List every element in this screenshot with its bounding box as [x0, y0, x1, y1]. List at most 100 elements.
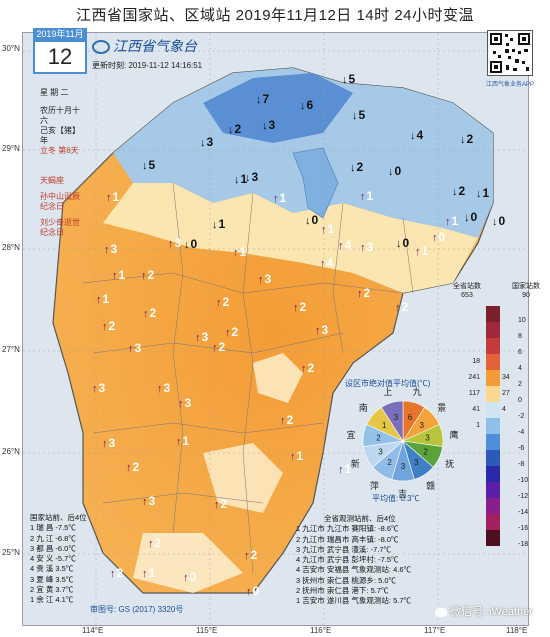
province-map	[23, 33, 528, 625]
legend-level: -18	[518, 541, 529, 548]
arrow-up-icon: ↑	[178, 398, 184, 410]
station-value-text: 3	[110, 242, 118, 256]
station-value: ↑1	[233, 245, 246, 259]
arrow-down-icon: ↓	[410, 130, 416, 142]
station-value: ↑1	[106, 190, 119, 204]
pie-city-label: 南	[358, 402, 368, 413]
station-value: ↓6	[300, 98, 313, 112]
pie-city-label: 新	[350, 458, 360, 469]
legend-level: 2	[518, 381, 522, 388]
station-value: ↓2	[350, 160, 363, 174]
station-value: ↑3	[178, 396, 191, 410]
ranking-row: 1 余 江 4.1℃	[30, 595, 74, 605]
station-value: ↑4	[320, 256, 333, 270]
pie-value: 3	[414, 458, 419, 467]
legend-level: 4	[518, 365, 522, 372]
arrow-down-icon: ↓	[452, 186, 458, 198]
station-value: ↑2	[301, 361, 314, 375]
station-value: ↑2	[141, 268, 154, 282]
station-value-text: 3	[321, 323, 329, 337]
arrow-up-icon: ↑	[142, 496, 148, 508]
ranking-row: 1 瑞 昌 -7.5℃	[30, 523, 76, 533]
legend-swatch	[486, 370, 500, 386]
arrow-down-icon: ↓	[212, 219, 218, 231]
arrow-down-icon: ↓	[262, 120, 268, 132]
station-value-text: 2	[250, 548, 258, 562]
station-value: ↑2	[110, 566, 123, 580]
station-value-text: 3	[98, 381, 106, 395]
calendar-event-2: 孙中山诞辰纪念日	[40, 192, 80, 211]
station-value-text: 1	[366, 189, 374, 203]
legend-level: 0	[518, 397, 522, 404]
lat-label-30: 30°N	[2, 44, 20, 53]
lon-label-116: 116°E	[310, 626, 332, 635]
station-value: ↑4	[338, 238, 351, 252]
station-value: ↑2	[148, 536, 161, 550]
arrow-up-icon: ↑	[176, 436, 182, 448]
national-station-ranking: 国家站前、后4位 1 瑞 昌 -7.5℃ 2 九 江 -6.8℃ 3 都 昌 -6.…	[30, 513, 87, 606]
station-value: ↓1	[476, 186, 489, 200]
station-value: ↑0	[246, 584, 259, 598]
arrow-down-icon: ↓	[342, 74, 348, 86]
arrow-up-icon: ↑	[360, 242, 366, 254]
legend-swatch	[486, 322, 500, 338]
station-value: ↓3	[262, 118, 275, 132]
station-value-text: 3	[163, 381, 171, 395]
calendar-widget: 2019年11月 12	[33, 28, 87, 74]
calendar-day: 12	[33, 40, 87, 74]
arrow-up-icon: ↑	[338, 464, 344, 476]
arrow-up-icon: ↑	[102, 438, 108, 450]
station-value: ↓1	[234, 172, 247, 186]
station-value: ↑1	[338, 462, 351, 476]
ranking-row: 4 吉安市 安福县 气象观测站: 4.6℃	[296, 565, 412, 575]
pie-value: 3	[425, 433, 430, 442]
legend-row: 8	[454, 322, 544, 340]
station-value-text: 2	[466, 132, 474, 146]
station-value: ↓5	[352, 108, 365, 122]
calendar-event-1: 天蝎座	[40, 176, 64, 185]
station-value-text: 1	[421, 244, 429, 258]
station-value-text: 3	[148, 494, 156, 508]
station-value-text: 4	[326, 256, 334, 270]
station-value-text: 0	[311, 213, 319, 227]
station-value: ↑2	[216, 295, 229, 309]
station-value-text: 3	[264, 272, 272, 286]
station-value: ↓0	[396, 236, 409, 250]
pie-value: 1	[382, 421, 387, 430]
pie-value: 3	[394, 413, 399, 422]
station-value-text: 1	[239, 245, 247, 259]
calendar-notes: 星 期 二 农历十月十六 己亥【猪】年 立冬 第6天 天蝎座 孙中山诞辰纪念日 …	[40, 88, 84, 238]
wechat-watermark: 微信号: iWeather	[435, 603, 533, 619]
legend-row: 117 27 0	[454, 386, 544, 404]
arrow-down-icon: ↓	[305, 215, 311, 227]
arrow-up-icon: ↑	[233, 247, 239, 259]
arrow-down-icon: ↓	[396, 238, 402, 250]
legend-swatch	[486, 498, 500, 514]
station-value-text: 4	[344, 238, 352, 252]
pie-city-label: 吉	[398, 489, 408, 499]
lon-label-115: 115°E	[196, 626, 218, 635]
wechat-watermark-text: 微信号: iWeather	[450, 606, 533, 618]
arrow-down-icon: ↓	[350, 162, 356, 174]
legend-swatch	[486, 306, 500, 322]
station-value: ↑1	[176, 434, 189, 448]
map-title: 江西省国家站、区域站 2019年11月12日 14时 24小时变温	[76, 7, 474, 24]
station-value-text: 0	[402, 236, 410, 250]
legend-row: 241 34 2	[454, 370, 544, 388]
legend-row: 41 4 -2	[454, 402, 544, 420]
station-value-text: 2	[147, 268, 155, 282]
station-value: ↑1	[415, 244, 428, 258]
station-value-text: 3	[174, 236, 182, 250]
station-value: ↑3	[168, 236, 181, 250]
poyang-lake	[292, 147, 339, 219]
lat-label-26: 26°N	[2, 447, 20, 456]
pie-city-label: 九	[412, 387, 422, 398]
arrow-down-icon: ↓	[256, 94, 262, 106]
calendar-event-3: 刘少奇逝世纪念日	[40, 218, 80, 237]
legend-row: -12	[454, 482, 544, 500]
legend-swatch	[486, 434, 500, 450]
arrow-down-icon: ↓	[184, 239, 190, 251]
legend-swatch	[486, 482, 500, 498]
ranking-row: 4 九江市 武宁县 彭坪村: -7.5℃	[296, 555, 399, 565]
